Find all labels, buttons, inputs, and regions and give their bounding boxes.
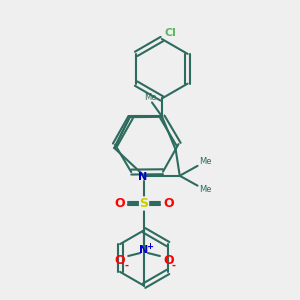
Text: N: N — [140, 245, 149, 255]
Text: -: - — [172, 261, 176, 271]
Text: O: O — [114, 254, 124, 268]
Text: O: O — [164, 197, 174, 210]
Text: Cl: Cl — [165, 28, 177, 38]
Text: Me: Me — [144, 93, 156, 102]
Text: Me: Me — [200, 158, 212, 166]
Text: +: + — [146, 242, 154, 250]
Text: Me: Me — [200, 185, 212, 194]
Text: S: S — [140, 197, 148, 210]
Text: O: O — [114, 197, 124, 210]
Text: N: N — [138, 172, 148, 182]
Text: -: - — [124, 261, 128, 271]
Text: O: O — [164, 254, 174, 268]
